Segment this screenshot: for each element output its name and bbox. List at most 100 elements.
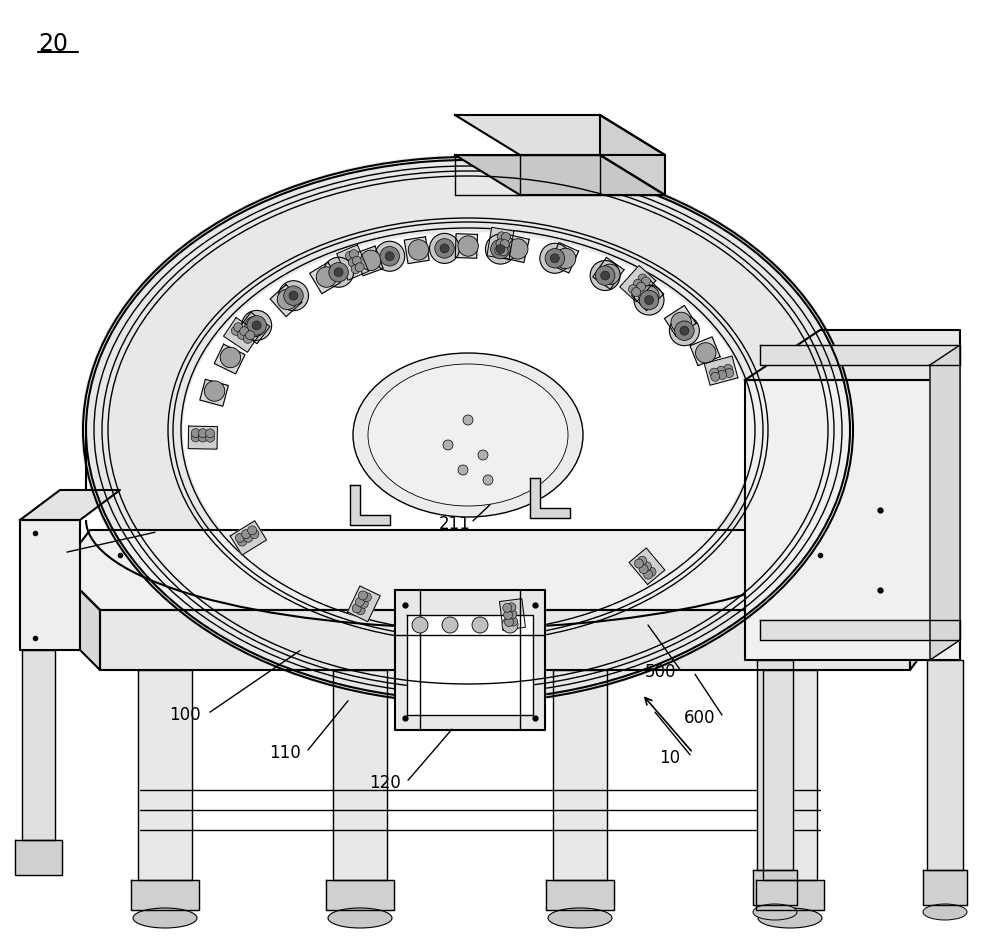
Polygon shape — [745, 380, 960, 660]
Circle shape — [289, 291, 298, 300]
Circle shape — [324, 258, 354, 287]
Ellipse shape — [81, 155, 855, 705]
Circle shape — [220, 348, 241, 367]
Circle shape — [435, 239, 454, 259]
Circle shape — [240, 327, 249, 336]
Circle shape — [458, 465, 468, 475]
Polygon shape — [333, 670, 387, 880]
Circle shape — [495, 246, 504, 255]
Circle shape — [496, 239, 505, 248]
Polygon shape — [20, 490, 120, 520]
Polygon shape — [131, 880, 199, 910]
Polygon shape — [664, 306, 696, 336]
Circle shape — [245, 316, 265, 337]
Circle shape — [638, 556, 647, 565]
Circle shape — [231, 327, 240, 335]
Circle shape — [250, 529, 259, 539]
Circle shape — [356, 606, 365, 615]
Circle shape — [669, 315, 699, 346]
Circle shape — [711, 372, 720, 382]
Text: 20: 20 — [38, 32, 68, 56]
Circle shape — [638, 274, 647, 283]
Circle shape — [641, 277, 650, 286]
Circle shape — [503, 603, 512, 613]
Circle shape — [590, 260, 620, 291]
Circle shape — [499, 247, 508, 256]
Circle shape — [500, 240, 509, 249]
Circle shape — [491, 240, 510, 259]
Polygon shape — [350, 485, 390, 525]
Circle shape — [595, 266, 615, 285]
Circle shape — [634, 285, 664, 315]
Circle shape — [242, 529, 251, 539]
Circle shape — [637, 282, 646, 291]
Circle shape — [478, 450, 488, 460]
Polygon shape — [230, 521, 267, 555]
Polygon shape — [629, 548, 665, 584]
Ellipse shape — [753, 904, 797, 920]
Circle shape — [248, 526, 257, 535]
Polygon shape — [487, 227, 514, 259]
Circle shape — [505, 617, 514, 627]
Circle shape — [206, 433, 215, 442]
Polygon shape — [22, 650, 55, 840]
Circle shape — [355, 263, 364, 272]
Circle shape — [351, 264, 360, 274]
Circle shape — [601, 271, 610, 280]
Circle shape — [675, 321, 694, 340]
Circle shape — [430, 233, 460, 263]
Polygon shape — [757, 660, 793, 870]
Circle shape — [198, 433, 207, 442]
Polygon shape — [549, 242, 579, 273]
Polygon shape — [238, 313, 270, 344]
Circle shape — [496, 244, 505, 254]
Circle shape — [639, 291, 659, 310]
Circle shape — [204, 381, 225, 402]
Circle shape — [244, 533, 253, 543]
Circle shape — [540, 243, 570, 274]
Text: 600: 600 — [684, 708, 716, 727]
Polygon shape — [704, 356, 738, 385]
Circle shape — [509, 617, 518, 626]
Circle shape — [632, 288, 641, 296]
Circle shape — [645, 295, 654, 305]
Circle shape — [633, 279, 642, 288]
Circle shape — [647, 567, 656, 577]
Circle shape — [198, 429, 207, 438]
Circle shape — [717, 366, 726, 375]
Circle shape — [458, 236, 478, 257]
Circle shape — [443, 440, 453, 450]
Polygon shape — [500, 599, 525, 630]
Circle shape — [634, 559, 643, 568]
Ellipse shape — [328, 908, 392, 928]
Polygon shape — [347, 586, 380, 621]
Circle shape — [191, 429, 200, 438]
Polygon shape — [337, 244, 369, 280]
Circle shape — [380, 246, 399, 266]
Circle shape — [501, 233, 510, 241]
Polygon shape — [407, 615, 533, 715]
Polygon shape — [100, 610, 910, 670]
Circle shape — [550, 254, 559, 262]
Circle shape — [671, 313, 691, 332]
Ellipse shape — [368, 364, 568, 506]
Circle shape — [463, 415, 473, 425]
Ellipse shape — [353, 353, 583, 517]
Text: 120: 120 — [369, 774, 401, 793]
Circle shape — [235, 533, 244, 543]
Circle shape — [243, 334, 252, 344]
Circle shape — [483, 475, 493, 485]
Polygon shape — [763, 670, 817, 880]
Polygon shape — [620, 265, 656, 302]
Circle shape — [352, 604, 361, 613]
Polygon shape — [200, 380, 228, 406]
Circle shape — [724, 365, 733, 373]
Polygon shape — [745, 330, 960, 380]
Polygon shape — [15, 840, 62, 875]
Polygon shape — [455, 155, 665, 195]
Polygon shape — [756, 880, 824, 910]
Circle shape — [246, 331, 255, 340]
Circle shape — [545, 248, 565, 268]
Polygon shape — [690, 337, 720, 366]
Ellipse shape — [548, 908, 612, 928]
